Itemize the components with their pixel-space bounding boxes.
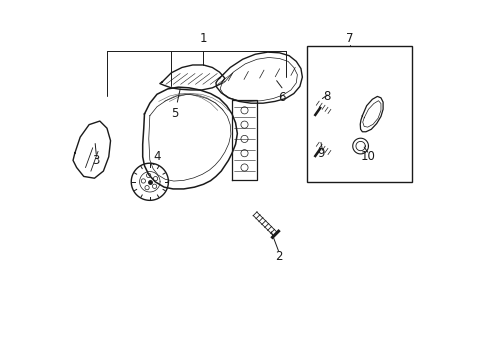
Text: 1: 1 bbox=[199, 32, 207, 45]
Text: 8: 8 bbox=[322, 90, 330, 103]
Text: 9: 9 bbox=[317, 147, 325, 160]
Text: 4: 4 bbox=[153, 150, 161, 163]
Text: 10: 10 bbox=[360, 150, 374, 163]
Text: 2: 2 bbox=[274, 250, 282, 263]
Text: 5: 5 bbox=[171, 107, 178, 120]
Text: 3: 3 bbox=[92, 154, 100, 167]
Text: 7: 7 bbox=[346, 32, 353, 45]
Text: 6: 6 bbox=[278, 91, 285, 104]
Bar bbox=[306, 46, 411, 182]
